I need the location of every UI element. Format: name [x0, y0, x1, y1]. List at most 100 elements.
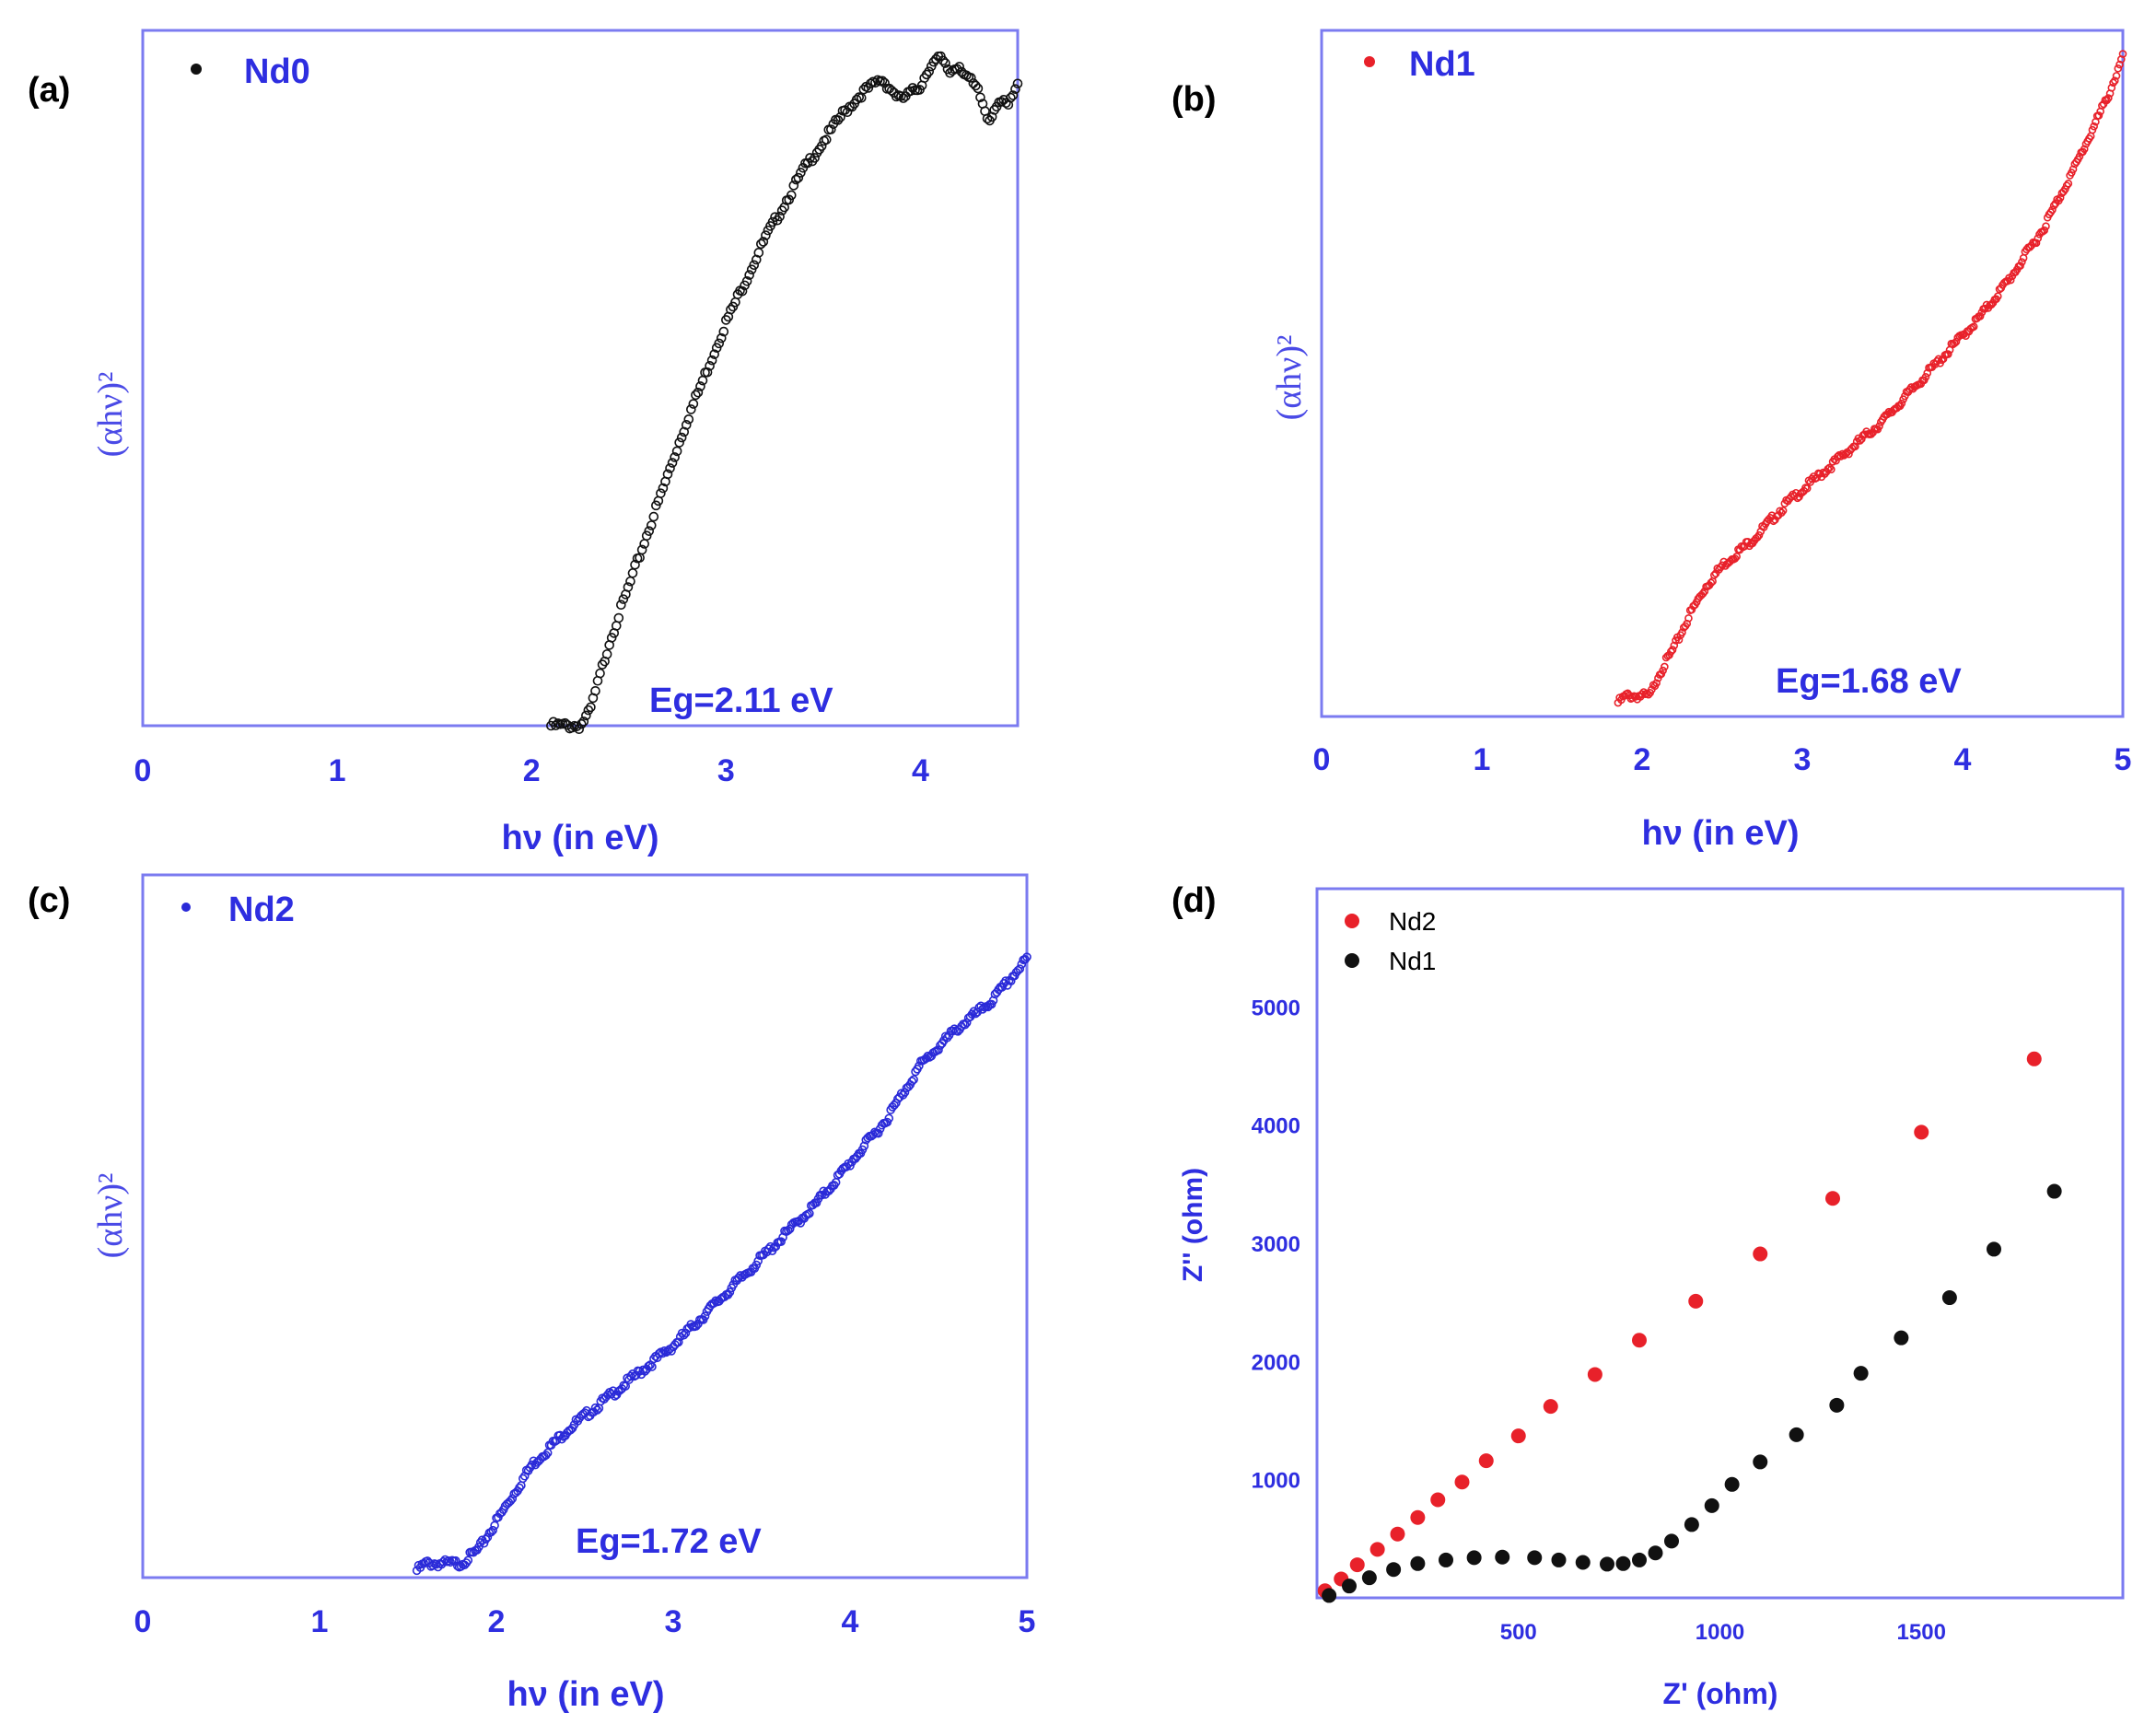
data-point-nd1 — [2016, 262, 2024, 270]
data-point-nd0 — [954, 62, 964, 72]
y-axis-label-b: (αhν)² — [1270, 335, 1309, 421]
data-point-nd2 — [907, 1077, 917, 1086]
data-point-nd0 — [1010, 84, 1020, 95]
x-tick-label: 2 — [488, 1604, 506, 1639]
x-tick-label: 5 — [2115, 742, 2132, 777]
x-axis-label-a: hν (in eV) — [501, 819, 658, 857]
data-point-nd1 — [2032, 239, 2041, 248]
tick-labels-d: 500 1000 1500 1000 2000 3000 4000 5000 — [1252, 996, 1946, 1645]
x-tick-label: 0 — [134, 753, 152, 788]
data-point-nd0 — [851, 94, 862, 105]
data-point-nd0 — [786, 190, 797, 201]
data-point-nd0 — [767, 216, 778, 227]
data-point-nd0 — [644, 526, 655, 536]
data-point-nd1 — [1802, 484, 1812, 493]
data-point-nd2 — [859, 1141, 869, 1151]
y-tick-label: 5000 — [1252, 996, 1300, 1020]
data-point-nd0 — [714, 338, 725, 349]
data-point-nd0 — [616, 600, 626, 610]
data-point-nd0 — [646, 520, 657, 530]
data-point-nd1 — [1642, 689, 1651, 698]
legend-marker-nd1 — [1364, 56, 1375, 67]
data-point-nd1 — [1575, 1555, 1591, 1570]
data-point-nd2 — [649, 1354, 658, 1364]
panel-b-label: (b) — [1171, 80, 1217, 119]
data-point-nd1 — [1853, 1366, 1869, 1381]
y-axis-label-a: (αhν)² — [91, 372, 130, 458]
data-point-nd2 — [446, 1557, 455, 1567]
data-point-nd2 — [942, 1032, 952, 1043]
data-point-nd1 — [1632, 1552, 1647, 1567]
data-point-nd1 — [1754, 530, 1764, 540]
data-point-nd0 — [702, 367, 713, 378]
data-point-nd0 — [601, 649, 612, 659]
data-point-nd1 — [1615, 1555, 1631, 1571]
data-point-nd0 — [758, 237, 769, 247]
data-point-nd2 — [884, 1113, 894, 1124]
data-point-nd0 — [658, 483, 669, 494]
data-point-nd0 — [784, 194, 795, 205]
data-point-nd1 — [1789, 1427, 1804, 1442]
data-point-nd0 — [753, 248, 764, 258]
data-point-nd0 — [921, 69, 932, 80]
legend-label-d-nd1: Nd1 — [1389, 947, 1436, 975]
data-point-nd1 — [1827, 465, 1836, 474]
x-tick-label: 3 — [717, 753, 735, 788]
x-axis-label-b: hν (in eV) — [1641, 814, 1799, 853]
data-point-nd0 — [656, 488, 666, 498]
panel-c-label: (c) — [28, 881, 70, 920]
legend-marker-d-nd1 — [1345, 953, 1359, 968]
data-point-nd2 — [541, 1451, 551, 1460]
data-point-nd1 — [1856, 437, 1864, 445]
x-tick-label: 1 — [1474, 742, 1491, 777]
data-point-nd0 — [571, 721, 582, 732]
data-point-nd1 — [1527, 1550, 1543, 1566]
x-tick-label: 4 — [842, 1604, 859, 1639]
plot-frame-c — [141, 873, 1029, 1579]
data-point-nd1 — [1659, 666, 1667, 675]
data-point-nd2 — [677, 1328, 687, 1338]
data-point-nd2 — [961, 1019, 970, 1030]
x-tick-label: 2 — [523, 753, 541, 788]
x-tick-label: 1 — [329, 753, 346, 788]
data-point-nd2 — [700, 1311, 710, 1321]
data-point-nd2 — [2026, 1051, 2042, 1066]
data-point-nd0 — [618, 594, 629, 604]
data-point-nd1 — [1342, 1579, 1357, 1594]
panel-a-label: (a) — [28, 71, 70, 110]
data-point-nd1 — [2048, 205, 2057, 215]
x-tick-labels-a: 0 1 2 3 4 — [134, 753, 929, 788]
data-point-nd2 — [909, 1075, 918, 1085]
data-point-nd0 — [718, 326, 729, 337]
y-tick-label: 2000 — [1252, 1350, 1300, 1375]
data-point-nd2 — [934, 1045, 943, 1054]
data-point-nd1 — [1678, 628, 1686, 636]
data-point-nd1 — [1724, 1476, 1740, 1492]
data-point-nd2 — [1688, 1293, 1704, 1309]
data-point-nd2 — [1349, 1557, 1365, 1573]
eg-annotation-a: Eg=2.11 eV — [649, 682, 833, 720]
x-tick-label: 3 — [1794, 742, 1812, 777]
data-point-nd1 — [2056, 193, 2065, 202]
data-point-nd1 — [2042, 222, 2050, 230]
data-point-nd2 — [451, 1555, 460, 1566]
data-point-nd0 — [586, 702, 596, 713]
data-point-nd0 — [665, 463, 675, 473]
data-point-nd1 — [2006, 275, 2015, 285]
data-point-nd1 — [1952, 337, 1961, 346]
data-points-c — [412, 952, 1031, 1576]
data-point-nd0 — [667, 458, 678, 468]
data-point-nd0 — [816, 141, 827, 151]
data-point-nd0 — [1012, 78, 1023, 89]
data-point-nd2 — [590, 1403, 600, 1413]
data-point-nd1 — [2111, 76, 2119, 85]
data-point-nd1 — [2115, 60, 2124, 69]
data-point-nd0 — [886, 86, 897, 96]
data-point-nd0 — [613, 612, 624, 623]
data-point-nd0 — [630, 559, 640, 570]
data-point-nd2 — [805, 1208, 814, 1218]
data-point-nd0 — [741, 275, 752, 286]
data-point-nd0 — [688, 399, 699, 409]
data-point-nd1 — [1944, 350, 1952, 358]
